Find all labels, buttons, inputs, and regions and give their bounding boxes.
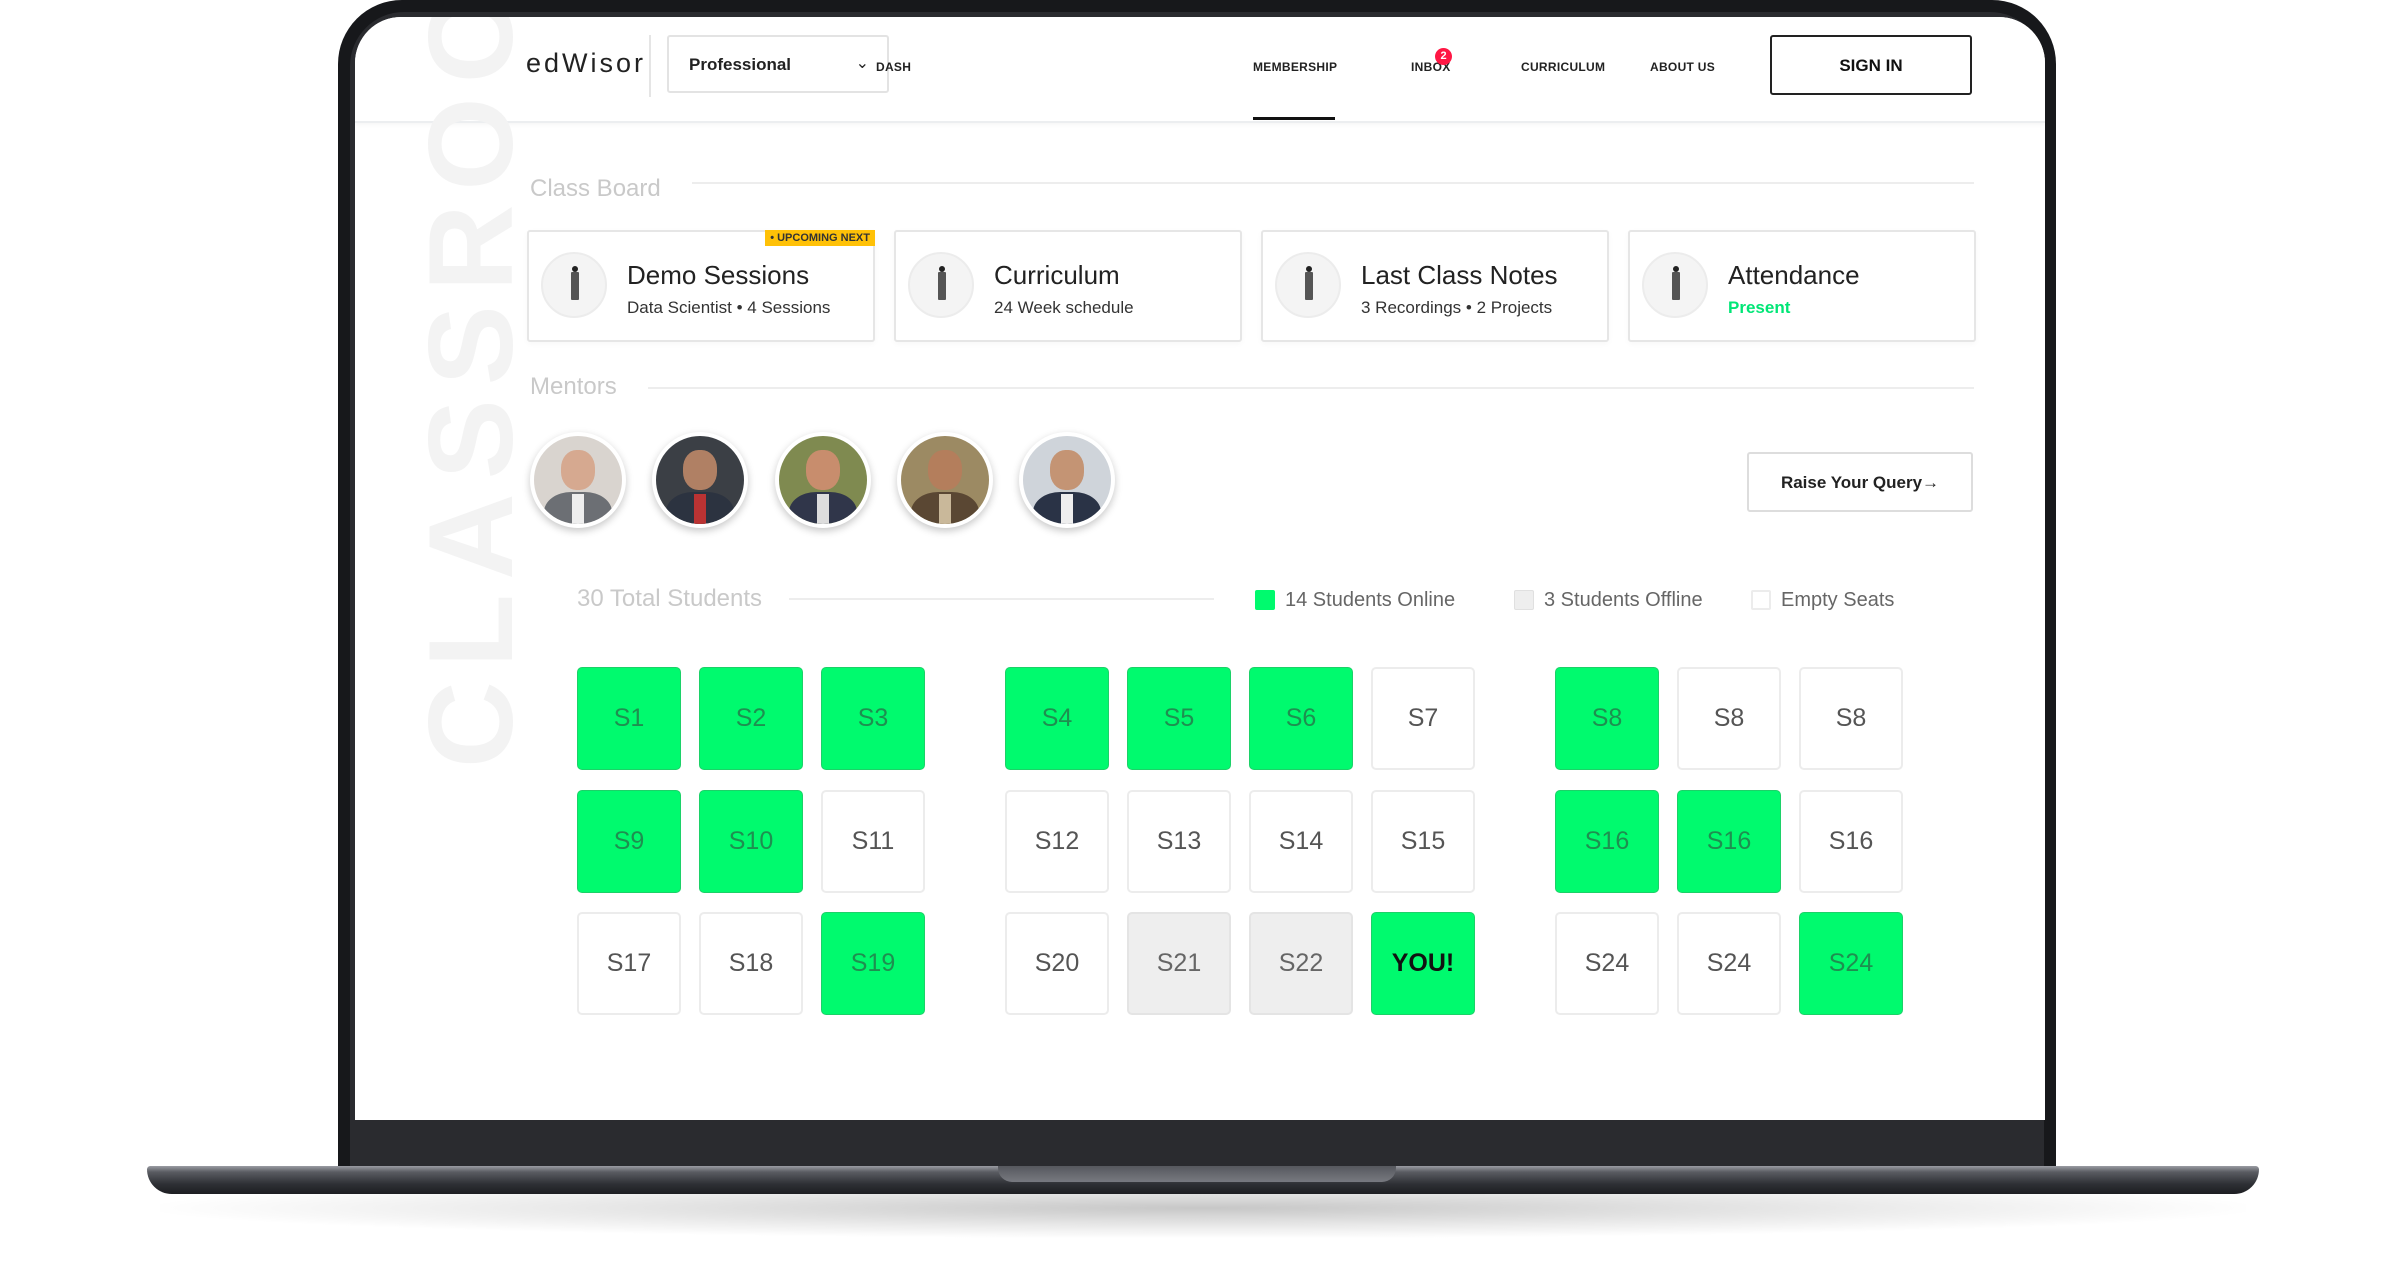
card-title: Curriculum (994, 260, 1120, 290)
pencil-icon (908, 252, 974, 318)
seat[interactable]: S15 (1371, 790, 1475, 893)
seat[interactable]: S13 (1127, 790, 1231, 893)
nav-dash[interactable]: DASH (876, 60, 912, 74)
pencil-icon (1642, 252, 1708, 318)
card-demo-sessions[interactable]: Demo Sessions Data Scientist • 4 Session… (527, 230, 875, 342)
seat[interactable]: S14 (1249, 790, 1353, 893)
seat[interactable]: S6 (1249, 667, 1353, 770)
mentor-avatar[interactable] (775, 432, 871, 528)
legend-offline-swatch (1514, 590, 1534, 610)
seat[interactable]: S8 (1677, 667, 1781, 770)
seat[interactable]: S16 (1799, 790, 1903, 893)
attendance-status: Present (1728, 298, 1791, 317)
seat[interactable]: S16 (1555, 790, 1659, 893)
card-title: Attendance (1728, 260, 1860, 290)
card-last-class-notes[interactable]: Last Class Notes 3 Recordings • 2 Projec… (1261, 230, 1609, 342)
seat[interactable]: S24 (1555, 912, 1659, 1015)
seat[interactable]: S9 (577, 790, 681, 893)
seat[interactable]: S22 (1249, 912, 1353, 1015)
seat[interactable]: S18 (699, 912, 803, 1015)
plan-select[interactable]: Professional ⌄ (667, 35, 889, 93)
class-board-title: Class Board (530, 175, 661, 202)
mentor-avatar[interactable] (1019, 432, 1115, 528)
nav-curriculum[interactable]: CURRICULUM (1521, 60, 1606, 74)
app-screen: edWisor Professional ⌄ DASH MEMBERSHIP I… (355, 17, 2045, 1120)
card-title: Last Class Notes (1361, 260, 1558, 290)
upcoming-next-tag: • UPCOMING NEXT (765, 230, 875, 246)
classroom-watermark: CLASSROOM (404, 17, 538, 768)
nav-about-us[interactable]: ABOUT US (1650, 60, 1716, 74)
raise-query-button[interactable]: Raise Your Query→ (1747, 452, 1973, 512)
seat[interactable]: S12 (1005, 790, 1109, 893)
logo[interactable]: edWisor (526, 48, 647, 78)
laptop-notch (998, 1166, 1396, 1182)
seat[interactable]: S2 (699, 667, 803, 770)
seat[interactable]: S16 (1677, 790, 1781, 893)
students-divider (789, 598, 1214, 600)
pencil-icon (1275, 252, 1341, 318)
mentor-avatar[interactable] (897, 432, 993, 528)
seat[interactable]: S24 (1799, 912, 1903, 1015)
seat[interactable]: S8 (1799, 667, 1903, 770)
nav-active-indicator (1253, 117, 1335, 120)
seat[interactable]: S1 (577, 667, 681, 770)
mentors-divider (648, 387, 1974, 389)
class-board-divider (692, 182, 1974, 184)
mentor-avatar[interactable] (530, 432, 626, 528)
logo-divider (649, 35, 651, 97)
card-subtitle: Data Scientist • 4 Sessions (627, 298, 831, 317)
chevron-down-icon: ⌄ (855, 55, 869, 72)
seat[interactable]: S24 (1677, 912, 1781, 1015)
legend-online-swatch (1255, 590, 1275, 610)
card-attendance[interactable]: Attendance Present (1628, 230, 1976, 342)
legend-online: 14 Students Online (1285, 589, 1456, 611)
pencil-icon (541, 252, 607, 318)
seat[interactable]: S3 (821, 667, 925, 770)
seat[interactable]: S20 (1005, 912, 1109, 1015)
inbox-badge: 2 (1435, 48, 1452, 65)
seat[interactable]: S11 (821, 790, 925, 893)
seat[interactable]: S21 (1127, 912, 1231, 1015)
seat[interactable]: S17 (577, 912, 681, 1015)
nav-membership[interactable]: MEMBERSHIP (1253, 60, 1338, 74)
plan-select-value: Professional (689, 55, 792, 74)
legend-empty: Empty Seats (1781, 589, 1895, 611)
top-header: edWisor Professional ⌄ DASH MEMBERSHIP I… (355, 17, 2045, 123)
total-students: 30 Total Students (577, 585, 763, 612)
legend-empty-swatch (1751, 590, 1771, 610)
card-curriculum[interactable]: Curriculum 24 Week schedule (894, 230, 1242, 342)
card-subtitle: 3 Recordings • 2 Projects (1361, 298, 1553, 317)
seat[interactable]: S4 (1005, 667, 1109, 770)
seat[interactable]: S19 (821, 912, 925, 1015)
card-subtitle: 24 Week schedule (994, 298, 1134, 317)
mentor-avatar[interactable] (652, 432, 748, 528)
mentors-title: Mentors (530, 373, 617, 400)
seat[interactable]: S5 (1127, 667, 1231, 770)
seat[interactable]: S7 (1371, 667, 1475, 770)
seat[interactable]: S8 (1555, 667, 1659, 770)
sign-in-button[interactable]: SIGN IN (1770, 35, 1972, 95)
seat[interactable]: S10 (699, 790, 803, 893)
seat-you[interactable]: YOU! (1371, 912, 1475, 1015)
card-title: Demo Sessions (627, 260, 810, 290)
legend-offline: 3 Students Offline (1544, 589, 1703, 611)
